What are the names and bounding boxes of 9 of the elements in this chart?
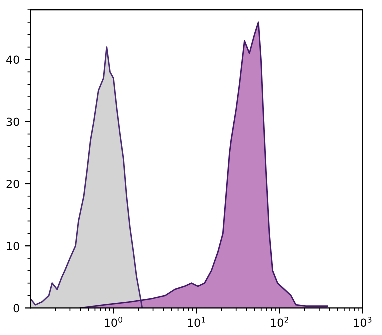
y-tick-label: 10: [7, 242, 20, 250]
y-tick-label: 30: [6, 118, 20, 126]
x-tick-label: 10$^{0}$: [105, 316, 123, 328]
x-tick-label: 10$^{1}$: [188, 317, 206, 328]
x-tick-label: 10$^{3}$: [354, 316, 372, 328]
y-tick-label: 40: [6, 56, 20, 64]
y-tick-label: 0: [14, 304, 20, 313]
y-tick-label: 20: [6, 180, 20, 188]
x-tick-label: 10$^{2}$: [271, 316, 288, 328]
